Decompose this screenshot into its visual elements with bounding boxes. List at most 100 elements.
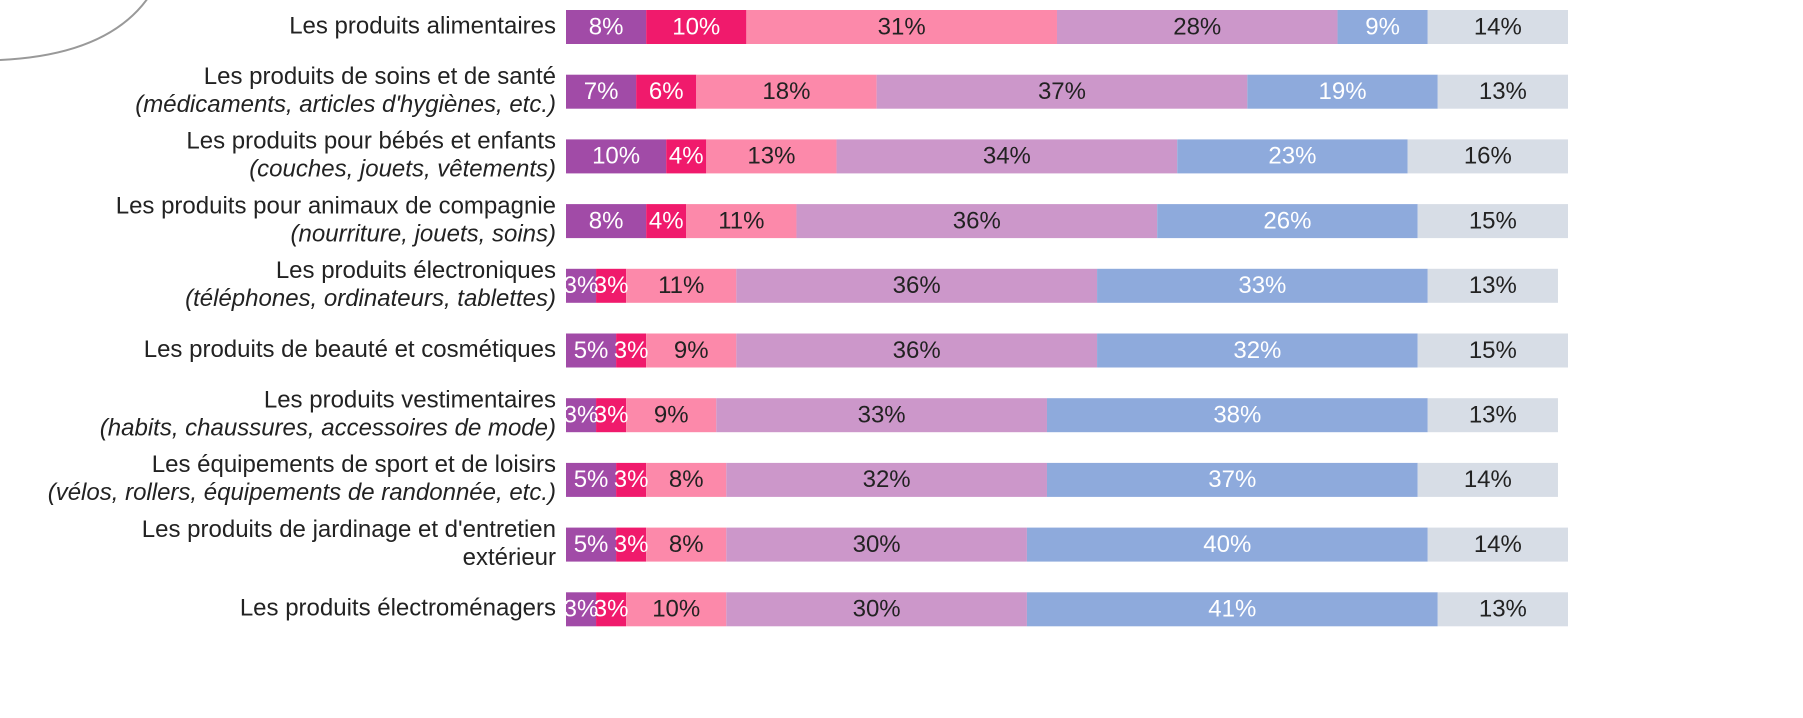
bar-segment — [726, 592, 1027, 627]
bar-segment — [566, 398, 597, 433]
bar-segment — [616, 527, 647, 562]
value-label: 3% — [564, 272, 599, 299]
category-label: Les produits alimentaires — [289, 12, 556, 39]
bar-segment — [1427, 10, 1568, 44]
value-label: 10% — [672, 13, 720, 40]
bar-segment — [1427, 268, 1558, 303]
bar-segment — [566, 74, 637, 109]
bar-segment — [566, 462, 617, 497]
bar-segment — [666, 139, 707, 174]
value-label: 14% — [1474, 13, 1522, 40]
category-label: Les produits vestimentaires — [264, 387, 556, 414]
value-label: 31% — [878, 13, 926, 40]
value-label: 9% — [1365, 13, 1400, 40]
category-label: (vélos, rollers, équipements de randonné… — [48, 479, 556, 506]
value-label: 16% — [1464, 143, 1512, 170]
bar-segment — [1046, 398, 1428, 433]
category-label: Les produits électroniques — [276, 257, 556, 284]
bar-segment — [686, 204, 797, 239]
bar-segment — [596, 398, 627, 433]
value-label: 5% — [574, 531, 609, 558]
bar-segment — [596, 592, 627, 627]
value-label: 3% — [564, 596, 599, 623]
bar-segment — [1427, 527, 1568, 562]
category-label: Les produits pour bébés et enfants — [186, 128, 556, 155]
bar-segment — [1417, 333, 1568, 368]
category-label: Les produits de jardinage et d'entretien — [142, 516, 556, 543]
value-label: 33% — [858, 402, 906, 429]
value-label: 34% — [983, 143, 1031, 170]
bar-segment — [1437, 74, 1568, 109]
value-label: 7% — [584, 78, 619, 105]
bar-segment — [646, 527, 727, 562]
bar-segment — [626, 592, 727, 627]
value-label: 23% — [1268, 143, 1316, 170]
bar-segment — [746, 10, 1057, 44]
bar-segment — [1026, 527, 1428, 562]
value-label: 8% — [589, 13, 624, 40]
value-label: 13% — [747, 143, 795, 170]
value-label: 38% — [1213, 402, 1261, 429]
value-label: 32% — [863, 466, 911, 493]
bar-segment — [716, 398, 1047, 433]
value-label: 33% — [1238, 272, 1286, 299]
category-label: (habits, chaussures, accessoires de mode… — [100, 415, 556, 442]
value-label: 18% — [762, 78, 810, 105]
value-label: 3% — [614, 466, 649, 493]
value-label: 8% — [669, 531, 704, 558]
bar-segment — [836, 139, 1178, 174]
category-label: (médicaments, articles d'hygiènes, etc.) — [135, 91, 556, 118]
value-label: 3% — [594, 272, 629, 299]
value-label: 6% — [649, 78, 684, 105]
category-label: Les produits de soins et de santé — [204, 63, 556, 90]
value-label: 3% — [564, 402, 599, 429]
value-label: 10% — [652, 596, 700, 623]
bar-segment — [1427, 398, 1558, 433]
value-label: 9% — [674, 337, 709, 364]
bar-segment — [1437, 592, 1568, 627]
value-label: 30% — [853, 596, 901, 623]
value-label: 5% — [574, 466, 609, 493]
value-label: 8% — [669, 466, 704, 493]
bar-segment — [646, 462, 727, 497]
bar-segment — [1097, 333, 1418, 368]
value-label: 9% — [654, 402, 689, 429]
bar-segment — [566, 10, 647, 44]
value-label: 4% — [669, 143, 704, 170]
bar-segment — [1407, 139, 1568, 174]
decoration-arc — [0, 0, 148, 61]
bar-segment — [646, 333, 737, 368]
bar-segment — [1046, 462, 1418, 497]
bar-segment — [696, 74, 877, 109]
value-label: 13% — [1479, 78, 1527, 105]
bar-segment — [626, 398, 717, 433]
category-label: (couches, jouets, vêtements) — [249, 156, 556, 183]
bar-segment — [566, 592, 597, 627]
value-label: 14% — [1474, 531, 1522, 558]
value-label: 36% — [893, 337, 941, 364]
bar-segment — [626, 268, 737, 303]
bar-segment — [1177, 139, 1408, 174]
value-label: 37% — [1038, 78, 1086, 105]
bar-segment — [566, 139, 667, 174]
bar-segment — [736, 333, 1098, 368]
category-label: Les produits électroménagers — [240, 595, 556, 622]
bar-segment — [1157, 204, 1418, 239]
value-label: 13% — [1469, 402, 1517, 429]
category-label: extérieur — [463, 544, 556, 571]
bar-segment — [566, 333, 617, 368]
value-label: 36% — [893, 272, 941, 299]
value-label: 11% — [658, 272, 704, 299]
value-label: 3% — [614, 337, 649, 364]
bar-segment — [1337, 10, 1428, 44]
value-label: 15% — [1469, 207, 1517, 234]
bar-segment — [616, 462, 647, 497]
value-label: 3% — [594, 596, 629, 623]
bar-segment — [566, 268, 597, 303]
bar-segment — [646, 10, 747, 44]
value-label: 36% — [953, 207, 1001, 234]
value-label: 3% — [594, 402, 629, 429]
value-label: 15% — [1469, 337, 1517, 364]
bar-segment — [1417, 204, 1568, 239]
